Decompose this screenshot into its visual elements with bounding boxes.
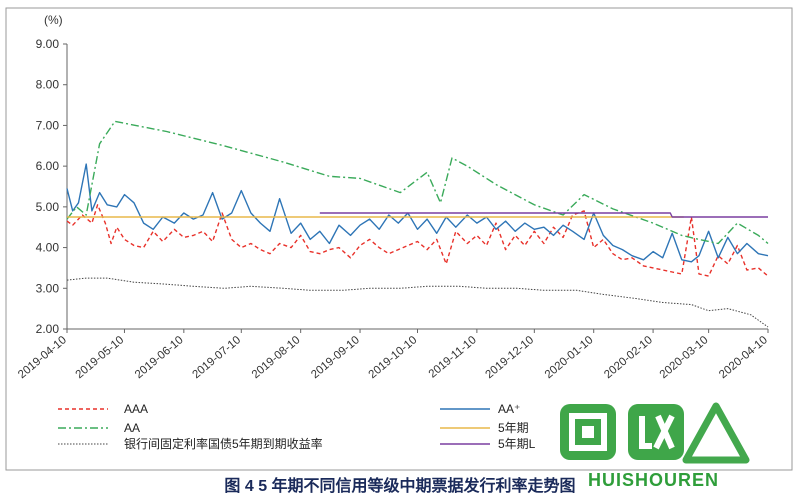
x-tick-label: 2020-03-10 — [658, 334, 711, 381]
x-tick-label: 2020-04-10 — [717, 334, 770, 381]
x-tick-label: 2019-06-10 — [133, 334, 186, 381]
x-tick-label: 2019-10-10 — [367, 334, 420, 381]
legend-label-aa-plus: AA⁺ — [498, 402, 520, 416]
x-tick-label: 2019-12-10 — [483, 334, 536, 381]
legend-label-aa: AA — [124, 421, 140, 435]
axes: (%)9.008.007.006.005.004.003.002.002019-… — [16, 13, 770, 381]
legend-label-interbank: 银行间固定利率国债5年期到期收益率 — [124, 436, 323, 451]
x-tick-label: 2019-09-10 — [309, 334, 362, 381]
y-tick-label: 3.00 — [36, 281, 60, 295]
y-tick-label: 4.00 — [36, 241, 60, 255]
y-tick-label: 6.00 — [36, 159, 60, 173]
series-line-5 — [66, 277, 769, 328]
watermark-logo: HUISHOUREN — [548, 402, 788, 497]
y-tick-label: 9.00 — [36, 37, 60, 51]
x-tick-label: 2019-07-10 — [190, 334, 243, 381]
y-axis-unit-label: (%) — [44, 13, 63, 27]
x-tick-label: 2019-05-10 — [74, 334, 127, 381]
x-tick-label: 2020-02-10 — [602, 334, 655, 381]
series-line-0 — [66, 204, 769, 277]
series-line-2 — [66, 120, 769, 245]
y-tick-label: 8.00 — [36, 78, 60, 92]
x-tick-label: 2019-04-10 — [16, 334, 69, 381]
y-tick-label: 7.00 — [36, 118, 60, 132]
y-tick-label: 2.00 — [36, 322, 60, 336]
x-tick-label: 2020-01-10 — [543, 334, 596, 381]
x-tick-label: 2019-08-10 — [250, 334, 303, 381]
recycle-logo-icon — [560, 402, 750, 464]
series-line-4 — [319, 212, 768, 218]
y-tick-label: 5.00 — [36, 200, 60, 214]
legend-label-gov5: 5年期 — [498, 421, 529, 435]
series-layer — [66, 120, 769, 328]
legend-label-aaa: AAA — [124, 402, 148, 416]
legend: AAA AA 银行间固定利率国债5年期到期收益率 AA⁺ 5年期 5年期L — [58, 402, 536, 451]
watermark-text: HUISHOUREN — [588, 470, 720, 490]
legend-label-lpr: 5年期L — [498, 437, 536, 451]
outer-border — [5, 7, 793, 471]
x-tick-label: 2019-11-10 — [427, 334, 479, 380]
figure-caption: 图 4 5 年期不同信用等级中期票据发行利率走势图 — [224, 478, 576, 495]
